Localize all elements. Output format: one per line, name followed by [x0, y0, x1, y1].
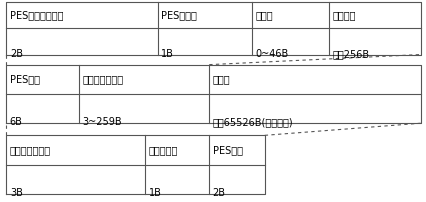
Text: 数据识别流: 数据识别流 [148, 145, 178, 155]
Text: 3~259B: 3~259B [82, 117, 122, 127]
Text: 填充字节: 填充字节 [331, 10, 355, 20]
Text: 1B: 1B [161, 49, 174, 59]
Text: 信息区: 信息区 [255, 10, 272, 20]
Text: 2B: 2B [10, 49, 23, 59]
Text: 1B: 1B [148, 188, 161, 198]
Text: 最多256B: 最多256B [331, 49, 368, 59]
Text: 最大65526B(可变长度): 最大65526B(可变长度) [212, 117, 293, 127]
Text: 3B: 3B [10, 188, 23, 198]
Text: PES包头长: PES包头长 [161, 10, 197, 20]
Text: PES包头识别标志: PES包头识别标志 [10, 10, 63, 20]
Text: PES包长: PES包长 [212, 145, 242, 155]
Text: 2B: 2B [212, 188, 225, 198]
Text: 6B: 6B [10, 117, 23, 127]
Text: 包头起始码前缀: 包头起始码前缀 [10, 145, 51, 155]
Text: PES包头: PES包头 [10, 74, 40, 84]
Text: 基本流特有信息: 基本流特有信息 [82, 74, 123, 84]
Text: 包数据: 包数据 [212, 74, 230, 84]
Text: 0~46B: 0~46B [255, 49, 288, 59]
